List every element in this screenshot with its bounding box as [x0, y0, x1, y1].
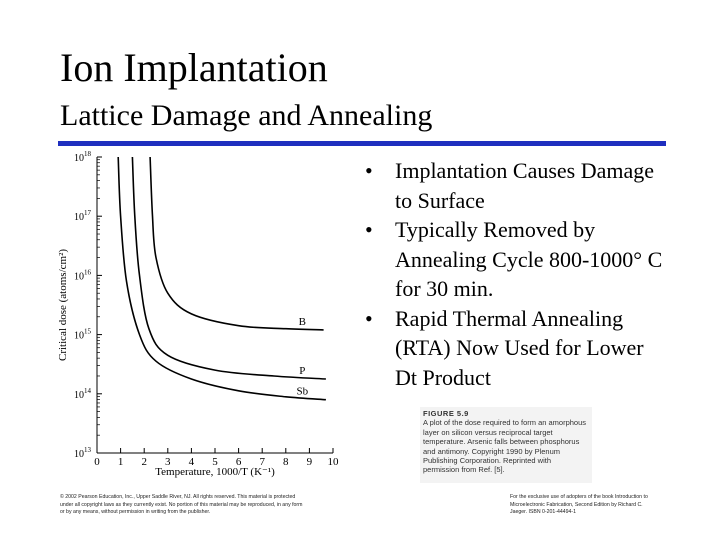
- y-tick-exponent: 16: [84, 268, 92, 276]
- y-tick-labels: 1013 1014 1015 1016 1017 1018: [74, 150, 92, 460]
- x-tick-label: 3: [165, 456, 171, 468]
- y-tick-label: 1016: [74, 268, 92, 282]
- copyright-left: © 2002 Pearson Education, Inc., Upper Sa…: [60, 494, 303, 516]
- critical-dose-chart: 1013 1014 1015 1016 1017 1018 0 1 2 3 4 5 6 7 8 9 10 B P…: [57, 150, 339, 478]
- plot-frame: [96, 157, 333, 454]
- y-tick-label: 1018: [74, 150, 92, 164]
- y-tick-label: 1017: [74, 209, 92, 223]
- series-line-p: [131, 156, 326, 380]
- bullet-dot: •: [365, 158, 373, 183]
- x-axis-label: Temperature, 1000/T (K⁻¹): [155, 466, 275, 478]
- bullet-list: • Implantation Causes Damage to Surface •…: [365, 156, 665, 392]
- bullet-text: Implantation Causes Damage to Surface: [395, 158, 655, 213]
- bullet-item: • Typically Removed by Annealing Cycle 80…: [365, 215, 665, 304]
- y-axis-label: Critical dose (atoms/cm²): [57, 249, 69, 361]
- x-tick-label: 2: [141, 456, 147, 468]
- slide-subtitle: Lattice Damage and Annealing: [60, 99, 433, 132]
- series-lines: [117, 156, 326, 401]
- x-tick-label: 10: [328, 456, 340, 468]
- y-tick-exponent: 18: [84, 150, 92, 158]
- bullet-text: Rapid Thermal Annealing (RTA) Now Used f…: [395, 305, 644, 390]
- x-tick-label: 7: [259, 456, 265, 468]
- y-tick-exponent: 15: [84, 328, 92, 336]
- figure-caption-text: A plot of the dose required to form an a…: [423, 418, 587, 475]
- y-tick-exponent: 17: [84, 209, 92, 217]
- figure-caption: FIGURE 5.9 A plot of the dose required t…: [420, 407, 592, 483]
- figure-caption-label: FIGURE 5.9: [423, 409, 469, 418]
- x-tick-label: 0: [94, 456, 100, 468]
- bullet-text: Typically Removed by Annealing Cycle 800…: [395, 217, 663, 301]
- bullet-item: • Implantation Causes Damage to Surface: [365, 156, 665, 215]
- series-label-p: P: [299, 365, 305, 377]
- y-tick-exponent: 13: [84, 446, 92, 454]
- copyright-right: For the exclusive use of adopters of the…: [510, 494, 648, 516]
- bullet-dot: •: [365, 217, 373, 242]
- series-line-b: [149, 156, 324, 331]
- x-tick-label: 9: [307, 456, 313, 468]
- x-tick-label: 6: [236, 456, 242, 468]
- axis-ticks: [96, 156, 334, 454]
- y-tick-exponent: 14: [84, 387, 92, 395]
- x-tick-label: 8: [283, 456, 289, 468]
- series-label-sb: Sb: [297, 386, 309, 398]
- x-tick-labels: 0 1 2 3 4 5 6 7 8 9 10: [94, 456, 339, 468]
- slide-title: Ion Implantation: [60, 45, 328, 90]
- series-line-sb: [117, 156, 326, 401]
- series-label-b: B: [299, 316, 306, 328]
- series-labels: B P Sb: [297, 316, 309, 398]
- bullet-item: • Rapid Thermal Annealing (RTA) Now Used …: [365, 304, 665, 393]
- y-tick-label: 1014: [74, 387, 92, 401]
- y-tick-label: 1013: [74, 446, 92, 460]
- x-tick-label: 5: [212, 456, 218, 468]
- bullet-dot: •: [365, 305, 373, 331]
- y-tick-label: 1015: [74, 328, 92, 342]
- title-divider: [58, 141, 666, 146]
- x-tick-label: 1: [118, 456, 124, 468]
- x-tick-label: 4: [189, 456, 195, 468]
